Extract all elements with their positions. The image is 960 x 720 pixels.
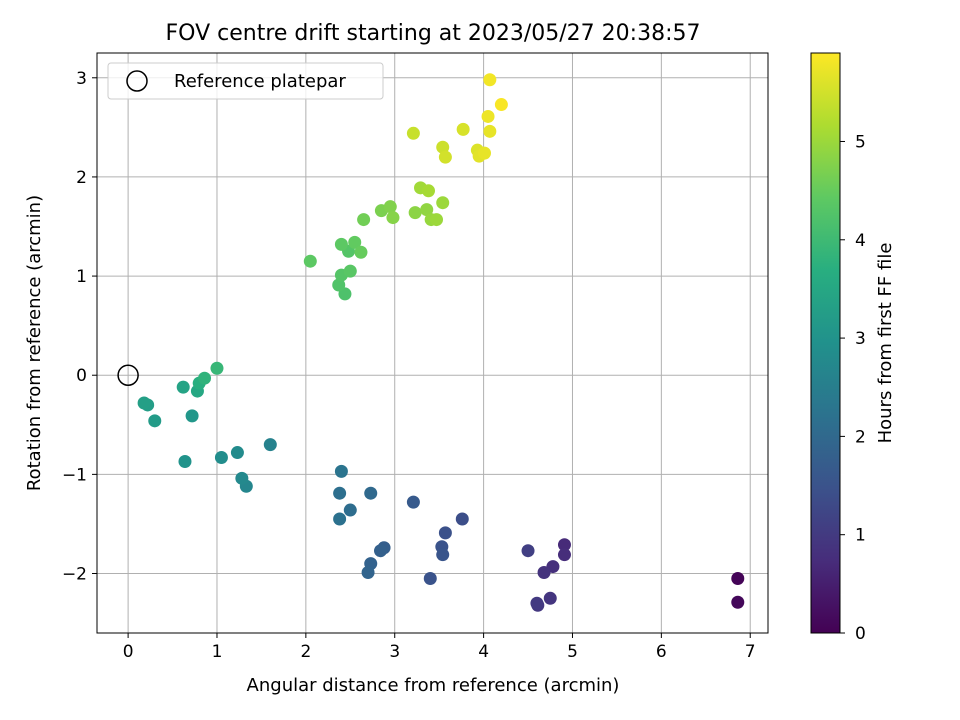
colorbar-tick-label: 5	[855, 132, 866, 152]
legend: Reference platepar	[107, 62, 384, 100]
colorbar-tick-label: 2	[855, 427, 866, 447]
data-point	[178, 454, 192, 468]
data-point	[386, 211, 400, 225]
plot-frame	[96, 52, 769, 634]
data-point	[483, 124, 497, 138]
data-point	[537, 566, 551, 580]
data-point	[494, 98, 508, 112]
data-point	[455, 512, 469, 526]
data-point	[263, 438, 277, 452]
chart-title: FOV centre drift starting at 2023/05/27 …	[166, 21, 701, 46]
grid-lines	[97, 53, 768, 633]
data-point	[210, 361, 224, 375]
data-point	[334, 237, 348, 251]
data-point	[422, 184, 436, 198]
data-point	[214, 451, 228, 465]
x-tick-label: 2	[300, 642, 311, 662]
data-point	[557, 548, 571, 562]
legend-label: Reference platepar	[174, 71, 346, 92]
y-tick-label: 2	[76, 168, 87, 188]
data-point	[343, 264, 357, 278]
colorbar	[810, 52, 841, 634]
x-tick-label: 1	[212, 642, 223, 662]
data-point	[429, 213, 443, 227]
x-ticks: 0 1 2 3 4 5 6 7	[123, 633, 756, 662]
y-tick-label: 1	[76, 267, 87, 287]
colorbar-tick-label: 0	[855, 624, 866, 644]
data-point	[198, 371, 212, 385]
y-tick-label: −1	[62, 465, 87, 485]
data-point	[333, 486, 347, 500]
data-point	[332, 278, 346, 292]
data-point	[348, 235, 362, 249]
data-point	[383, 200, 397, 214]
reference-marker	[117, 364, 139, 386]
data-point	[361, 566, 375, 580]
data-point	[521, 544, 535, 558]
y-ticks: −2 −1 0 1 2 3	[62, 69, 97, 585]
data-point	[731, 571, 745, 585]
data-point	[423, 571, 437, 585]
data-point	[176, 380, 190, 394]
data-point	[343, 503, 357, 517]
legend-marker-icon	[126, 70, 148, 92]
data-point	[354, 245, 368, 259]
data-point	[406, 495, 420, 509]
x-tick-label: 6	[656, 642, 667, 662]
data-point	[374, 544, 388, 558]
data-point	[357, 213, 371, 227]
data-point	[436, 548, 450, 562]
x-tick-label: 4	[478, 642, 489, 662]
y-tick-label: −2	[62, 565, 87, 585]
data-point	[477, 146, 491, 160]
data-point	[148, 414, 162, 428]
data-point	[557, 538, 571, 552]
data-point	[230, 446, 244, 460]
data-point	[408, 206, 422, 220]
data-point	[483, 73, 497, 87]
data-point	[406, 126, 420, 140]
x-tick-label: 0	[123, 642, 134, 662]
data-point	[436, 196, 450, 210]
colorbar-ticks: 0 1 2 3 4 5	[840, 132, 866, 644]
data-point	[364, 486, 378, 500]
x-tick-label: 3	[389, 642, 400, 662]
data-point	[334, 464, 348, 478]
colorbar-label: Hours from first FF file	[875, 243, 896, 444]
reference-marker-group	[117, 364, 139, 386]
y-tick-label: 0	[76, 366, 87, 386]
y-tick-label: 3	[76, 69, 87, 89]
data-point	[137, 396, 151, 410]
legend-box	[107, 62, 384, 100]
data-point	[438, 150, 452, 164]
y-axis-label: Rotation from reference (arcmin)	[24, 195, 45, 491]
data-point	[543, 591, 557, 605]
data-point	[438, 526, 452, 540]
data-point	[235, 471, 249, 485]
x-axis-label: Angular distance from reference (arcmin)	[247, 675, 620, 696]
colorbar-tick-label: 3	[855, 329, 866, 349]
data-points	[137, 73, 745, 612]
data-point	[185, 409, 199, 423]
x-tick-label: 5	[567, 642, 578, 662]
data-point	[420, 203, 434, 217]
colorbar-tick-label: 4	[855, 231, 866, 251]
x-tick-label: 7	[745, 642, 756, 662]
data-point	[436, 140, 450, 154]
data-point	[731, 595, 745, 609]
data-point	[303, 254, 317, 268]
data-point	[530, 596, 544, 610]
data-point	[456, 122, 470, 136]
colorbar-tick-label: 1	[855, 526, 866, 546]
data-point	[333, 512, 347, 526]
data-point	[481, 109, 495, 123]
